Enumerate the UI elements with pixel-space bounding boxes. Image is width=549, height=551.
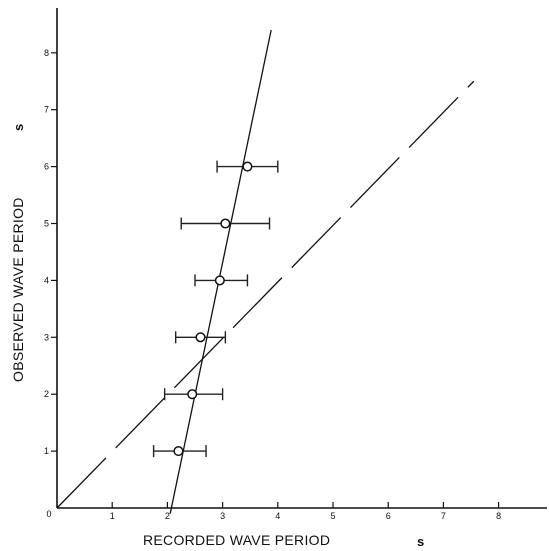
x-tick-label: 1 [110, 511, 115, 521]
x-ticks: 1 2 3 4 5 6 7 8 [110, 502, 501, 521]
x-tick-label: 5 [330, 511, 335, 521]
x-tick-label: 8 [496, 511, 501, 521]
reference-line [56, 80, 475, 509]
y-tick-label: 1 [44, 446, 49, 456]
data-point [195, 332, 206, 343]
y-tick-label: 4 [44, 275, 49, 285]
y-tick-label: 2 [44, 389, 49, 399]
fit-line [169, 29, 272, 514]
x-tick-label: 3 [220, 511, 225, 521]
data-point [242, 161, 253, 172]
origin-label: 0 [46, 509, 51, 519]
x-tick-label: 4 [275, 511, 280, 521]
y-tick-label: 5 [44, 219, 49, 229]
x-axis-title: RECORDED WAVE PERIOD [143, 532, 330, 548]
y-ticks: 1 2 3 4 5 6 7 8 [44, 48, 57, 456]
y-axis-title: OBSERVED WAVE PERIOD [10, 197, 26, 382]
x-axis-unit: s [417, 534, 424, 549]
lines [56, 29, 475, 514]
x-tick-label: 2 [165, 511, 170, 521]
axes [56, 8, 547, 509]
data-points [152, 160, 279, 458]
data-point [214, 275, 225, 286]
x-tick-label: 7 [441, 511, 446, 521]
y-tick-label: 8 [44, 48, 49, 58]
x-tick-label: 6 [386, 511, 391, 521]
y-tick-label: 3 [44, 332, 49, 342]
y-axis-unit: s [11, 124, 26, 131]
data-point [220, 218, 231, 229]
data-point [187, 389, 198, 400]
y-tick-label: 7 [44, 105, 49, 115]
data-point [173, 446, 184, 457]
y-tick-label: 6 [44, 162, 49, 172]
